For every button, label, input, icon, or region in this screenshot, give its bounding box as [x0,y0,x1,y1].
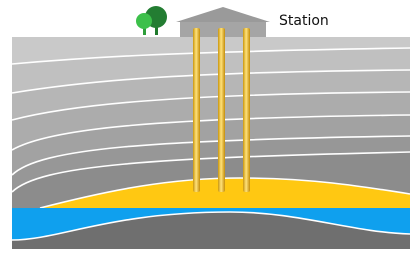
well-pipe [243,28,250,192]
well-pipe [193,28,200,192]
page: Station (() => { const data = JSON.parse… [0,0,412,256]
station-label: Station [279,13,329,29]
tree-crown [136,13,152,29]
well-pipe [218,28,225,192]
diagram: Station [0,0,412,256]
roof [176,7,270,22]
trees [136,6,167,35]
